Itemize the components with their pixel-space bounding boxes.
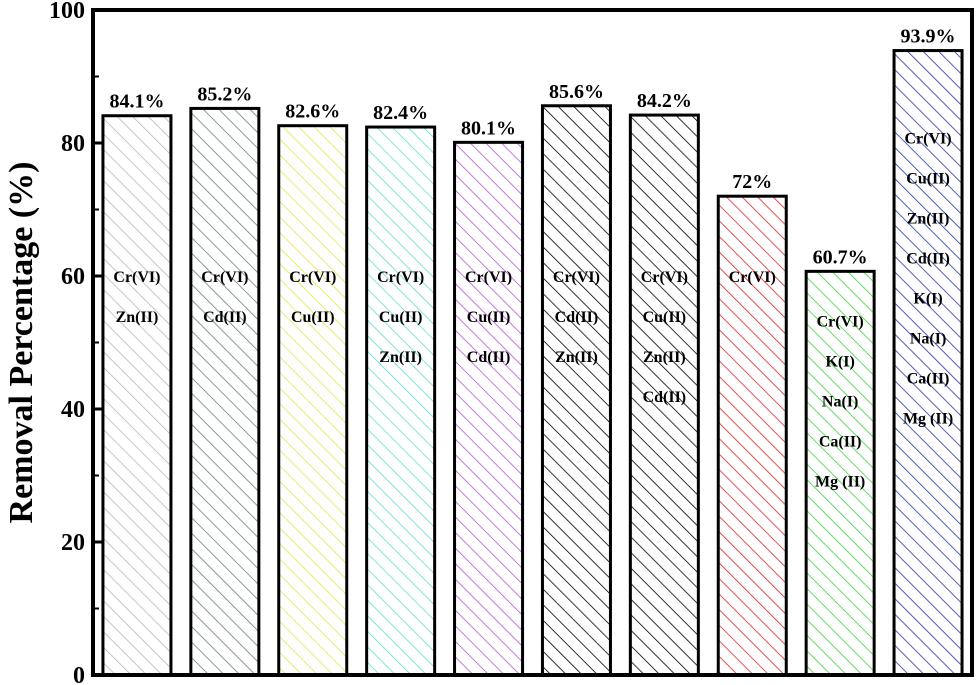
bars-layer (101, 49, 964, 677)
y-axis-title: Removal Percentage (%) (3, 162, 40, 524)
bar-ion-label: Ca(II) (819, 433, 862, 450)
bar-ion-label: Na(I) (822, 393, 858, 410)
bar-ion-label: Zn(II) (116, 309, 159, 326)
bar-6 (540, 104, 612, 677)
bar-value-label: 60.7% (813, 246, 868, 268)
bar-ion-label: Zn(II) (907, 211, 950, 228)
y-tick-label: 80 (61, 131, 85, 157)
bar-ion-label: Cd(II) (467, 349, 511, 366)
y-tick-label: 0 (73, 663, 85, 685)
labels-layer: 84.1% Cr(VI) Zn(II) 85.2% Cr(VI) Cd(II) 82.6% C… (109, 26, 955, 491)
bar-value-label: 80.1% (461, 117, 516, 139)
bar-ion-label: Cu(II) (467, 309, 511, 326)
bar-ion-label: Cu(II) (379, 309, 423, 326)
bar-1 (101, 114, 173, 677)
bar-ion-label: Cr(VI) (817, 313, 864, 330)
bar-value-label: 85.2% (197, 83, 252, 105)
bar-ion-label: K(I) (913, 291, 942, 308)
bar-value-label: 82.6% (285, 101, 340, 123)
bar-ion-label: Cu(II) (906, 171, 950, 188)
bar-ion-label: Cd(II) (203, 309, 247, 326)
y-tick-label: 20 (61, 530, 85, 556)
bar-ion-label: Zn(II) (379, 349, 422, 366)
bar-ion-label: Mg (II) (815, 473, 865, 490)
bar-ion-label: Mg (II) (903, 411, 953, 428)
bar-8 (716, 194, 788, 677)
bar-ion-label: Cu(II) (291, 309, 335, 326)
bar-ion-label: Cd(II) (555, 309, 599, 326)
y-tick-label: 60 (61, 264, 85, 290)
bar-value-label: 84.2% (637, 90, 692, 112)
bar-ion-label: Na(I) (910, 331, 946, 348)
bar-value-label: 82.4% (373, 102, 428, 124)
bar-value-label: 85.6% (549, 81, 604, 103)
bar-ion-label: Cu(II) (643, 309, 687, 326)
bar-4 (365, 125, 437, 677)
bar-ion-label: Cr(VI) (641, 269, 688, 286)
bar-10 (892, 49, 964, 677)
y-tick-label: 100 (49, 0, 85, 24)
bar-ion-label: Cr(VI) (465, 269, 512, 286)
bar-ion-label: Cd(II) (906, 251, 950, 268)
bar-ion-label: Cr(VI) (729, 269, 776, 286)
bar-ion-label: Cr(VI) (289, 269, 336, 286)
y-axis: 0 20 40 60 80 100 (49, 0, 103, 685)
bar-value-label: 72% (732, 171, 772, 193)
bar-ion-label: Cr(VI) (201, 269, 248, 286)
bar-ion-label: Cr(VI) (113, 269, 160, 286)
bar-2 (189, 106, 261, 677)
bar-ion-label: Cr(VI) (553, 269, 600, 286)
y-tick-label: 40 (61, 397, 85, 423)
bar-value-label: 84.1% (109, 91, 164, 113)
bar-3 (277, 124, 349, 677)
bar-ion-label: Cr(VI) (377, 269, 424, 286)
bar-value-label: 93.9% (901, 26, 956, 48)
bar-5 (453, 140, 525, 677)
bar-ion-label: Zn(II) (643, 349, 686, 366)
bar-ion-label: Cd(II) (643, 389, 687, 406)
bar-ion-label: Ca(II) (907, 371, 950, 388)
bar-ion-label: K(I) (825, 353, 854, 370)
bar-ion-label: Cr(VI) (905, 131, 952, 148)
bar-ion-label: Zn(II) (555, 349, 598, 366)
